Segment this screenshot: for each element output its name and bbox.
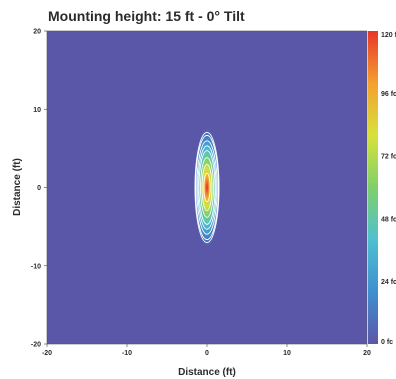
contour-line (196, 140, 218, 235)
colorbar (368, 31, 378, 344)
colorbar-tick-label: 72 fc (381, 154, 396, 161)
x-axis-label: Distance (ft) (178, 367, 236, 378)
contour-line (203, 172, 211, 203)
contour-line (201, 163, 213, 212)
colorbar-tick-label: 120 fc (381, 32, 396, 39)
x-tick-label: -10 (122, 350, 132, 357)
colorbar-tick-label: 48 fc (381, 216, 396, 223)
contour-line (198, 150, 216, 225)
colorbar-tick-label: 0 fc (381, 339, 393, 346)
x-tick-label: -20 (42, 350, 52, 357)
heat-band (206, 185, 208, 190)
x-axis-ticks: -20 -10 0 10 20 (42, 344, 371, 357)
y-axis-ticks: -20 -10 0 10 20 (31, 29, 47, 349)
y-tick-label: 0 (37, 185, 41, 192)
contour-layer (194, 131, 220, 244)
colorbar-tick-label: 24 fc (381, 279, 396, 286)
x-tick-label: 10 (283, 350, 291, 357)
colorbar-tick-label: 96 fc (381, 91, 396, 98)
colorbar-labels: 0 fc 24 fc 48 fc 72 fc 96 fc 120 fc (381, 32, 396, 346)
contour-line (195, 134, 219, 241)
x-tick-label: 0 (205, 350, 209, 357)
plot-area (47, 31, 367, 344)
contour-line (197, 145, 217, 230)
chart-title: Mounting height: 15 ft - 0° Tilt (48, 8, 245, 24)
y-axis-label: Distance (ft) (12, 158, 23, 216)
y-tick-label: 10 (33, 107, 41, 114)
y-tick-label: -10 (31, 263, 41, 270)
x-tick-label: 20 (363, 350, 371, 357)
y-tick-label: -20 (31, 342, 41, 349)
contour-line (194, 131, 220, 244)
contour-line (200, 157, 214, 218)
y-tick-label: 20 (33, 29, 41, 36)
